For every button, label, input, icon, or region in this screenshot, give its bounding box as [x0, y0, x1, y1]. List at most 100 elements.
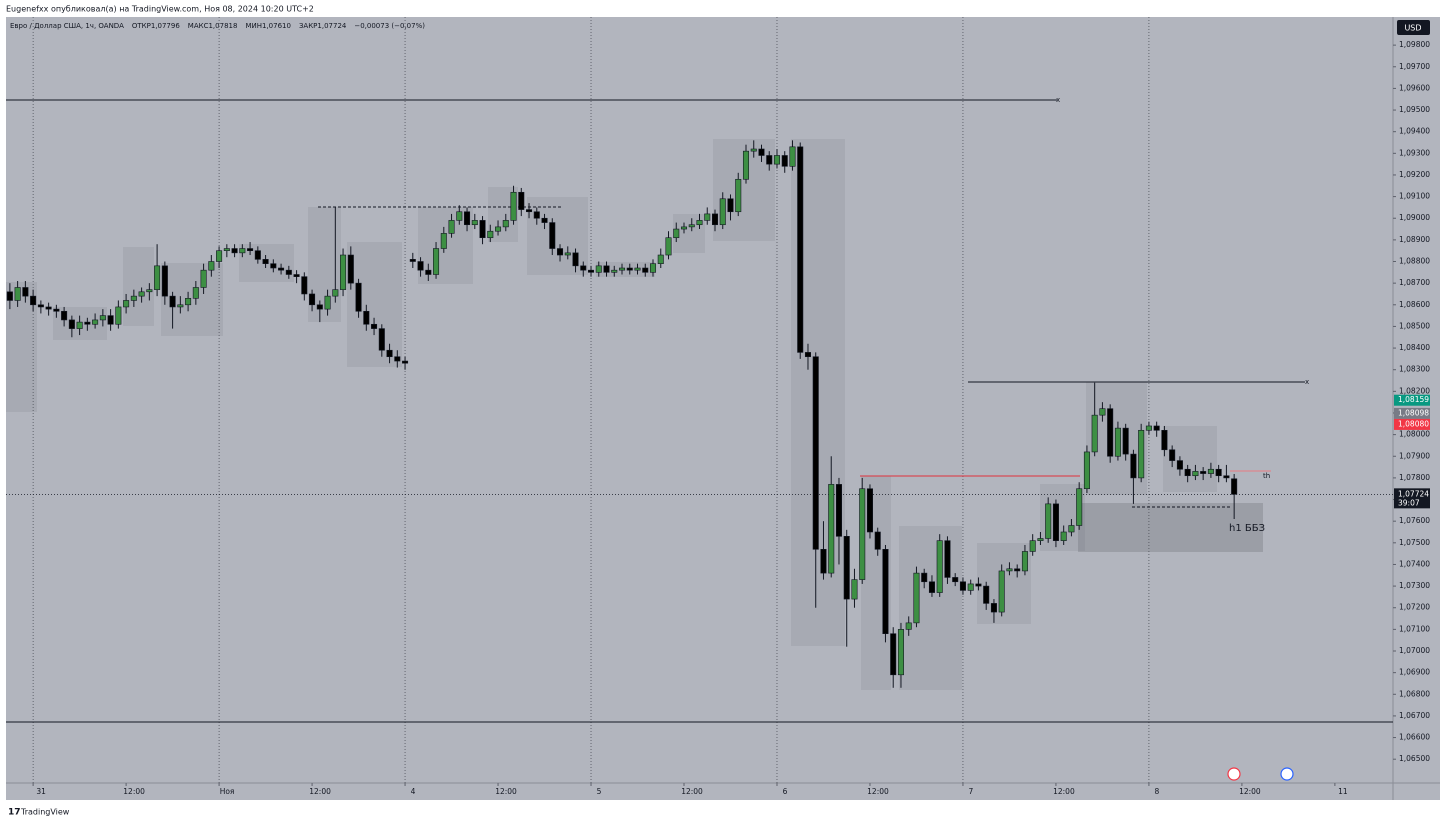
y-tick-label: 1,08700 — [1399, 278, 1430, 287]
y-tick-label: 1,07800 — [1399, 473, 1430, 482]
zone-box — [527, 197, 588, 275]
currency-label[interactable]: USD — [1404, 24, 1421, 33]
y-tick-label: 1,08600 — [1399, 300, 1430, 309]
candle-body — [1099, 408, 1106, 416]
candle-body — [378, 328, 385, 351]
candle-body — [905, 622, 912, 630]
candle-body — [1083, 451, 1090, 490]
candle-body — [1200, 471, 1207, 474]
candle-body — [882, 549, 889, 634]
last-price-label: 1,07724 — [1398, 489, 1429, 498]
price-label: 1,08159 — [1398, 395, 1429, 404]
x-tick-label: 8 — [1155, 787, 1160, 796]
y-tick-label: 1,09800 — [1399, 40, 1430, 49]
candle-body — [696, 220, 703, 226]
candle-body — [1161, 429, 1168, 451]
candle-body — [580, 265, 587, 271]
candle-body — [572, 252, 579, 267]
candle-body — [921, 572, 928, 583]
candle-body — [115, 306, 122, 325]
candle-body — [711, 213, 719, 226]
candle-body — [30, 295, 37, 306]
footer-brand: TradingView — [20, 808, 70, 817]
y-tick-label: 1,08200 — [1399, 386, 1430, 395]
candle-body — [502, 220, 509, 228]
candle-body — [735, 178, 742, 213]
y-tick-label: 1,08400 — [1399, 343, 1430, 352]
y-tick-label: 1,06500 — [1399, 754, 1430, 763]
candle-body — [797, 146, 804, 353]
candle-body — [107, 315, 114, 325]
candle-body — [309, 293, 316, 306]
candle-body — [208, 261, 215, 271]
price-label-box — [1394, 418, 1430, 430]
y-tick-label: 1,09200 — [1399, 170, 1430, 179]
y-tick-label: 1,08900 — [1399, 235, 1430, 244]
candle-body — [1169, 449, 1176, 461]
last-price-box — [1394, 488, 1430, 509]
event-icon — [1227, 767, 1241, 781]
candle-body — [820, 549, 827, 574]
candle-body — [371, 323, 378, 329]
x-tick-label: 12:00 — [495, 787, 517, 796]
candle-body — [983, 585, 990, 604]
y-tick-label: 1,07400 — [1399, 559, 1430, 568]
candle-body — [433, 248, 440, 275]
candle-body — [247, 248, 254, 251]
candle-body — [448, 220, 455, 234]
candle-body — [1223, 475, 1230, 479]
legend-item: МИН1,07610 — [245, 22, 291, 30]
annotation: x — [1056, 96, 1060, 104]
price-label-box — [1394, 407, 1430, 419]
x-tick-label: 12:00 — [123, 787, 145, 796]
legend-item: ЗАКР1,07724 — [299, 22, 347, 30]
candle-body — [200, 269, 207, 288]
zone-box — [347, 242, 402, 367]
candle-body — [1176, 460, 1183, 470]
candle-body — [1145, 425, 1152, 431]
y-tick-label: 1,09600 — [1399, 83, 1430, 92]
candle-body — [727, 198, 734, 213]
candle-body — [719, 198, 726, 226]
candle-body — [998, 570, 1005, 613]
x-tick-label: 12:00 — [867, 787, 889, 796]
candle-body — [1060, 531, 1067, 541]
candle-body — [828, 484, 835, 574]
candle-body — [347, 254, 354, 284]
candle-body — [169, 295, 176, 308]
candle-body — [603, 265, 610, 273]
candle-body — [456, 211, 463, 221]
candle-body — [192, 287, 199, 299]
candle-body — [866, 488, 873, 533]
candle-body — [1207, 468, 1214, 474]
candle-body — [146, 289, 153, 293]
candle-body — [1006, 568, 1013, 572]
candle-body — [99, 315, 106, 321]
zone-box — [123, 247, 154, 326]
candle-body — [890, 633, 897, 676]
candle-body — [975, 583, 982, 587]
y-tick-label: 1,09400 — [1399, 127, 1430, 136]
candle-body — [804, 352, 811, 358]
candle-body — [897, 629, 904, 676]
y-tick-label: 1,06700 — [1399, 711, 1430, 720]
x-tick-label: 12:00 — [309, 787, 331, 796]
candle-body — [440, 233, 447, 249]
candle-body — [1231, 478, 1238, 495]
candle-body — [355, 282, 362, 312]
candle-body — [223, 248, 230, 251]
candle-body — [789, 146, 796, 167]
candle-body — [549, 222, 556, 249]
y-tick-label: 1,08300 — [1399, 365, 1430, 374]
candle-body — [758, 148, 765, 156]
x-tick-label: Ноя — [220, 787, 235, 796]
candle-body — [843, 536, 850, 600]
candle-body — [1021, 551, 1028, 572]
candle-body — [1076, 488, 1083, 526]
y-tick-label: 1,07100 — [1399, 624, 1430, 633]
candle-body — [874, 531, 881, 550]
candle-body — [626, 267, 633, 271]
candle-body — [1184, 468, 1191, 477]
currency-button[interactable] — [1397, 20, 1430, 35]
